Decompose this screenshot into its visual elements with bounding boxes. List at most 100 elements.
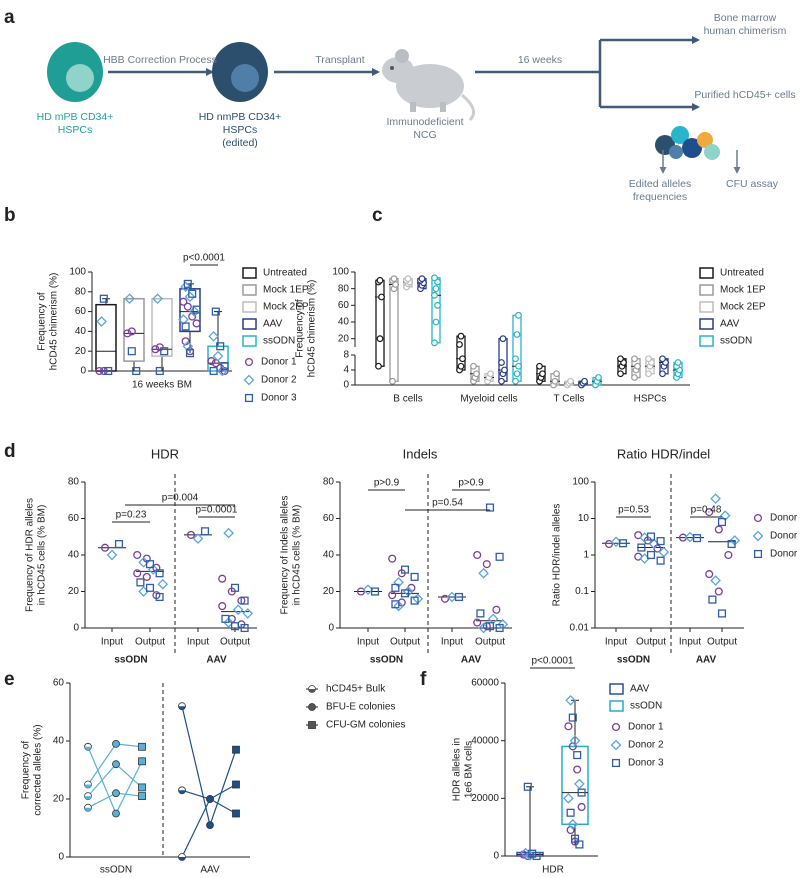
group-label: AAV xyxy=(200,865,220,876)
legend-label: AAV xyxy=(720,319,740,330)
data-point xyxy=(482,560,491,569)
legend-label: Donor 3 xyxy=(770,549,800,560)
data-point xyxy=(705,508,714,517)
data-point xyxy=(112,760,120,769)
data-point xyxy=(656,537,665,546)
data-point xyxy=(124,293,135,305)
data-point xyxy=(499,335,507,343)
annotation: p<0.0001 xyxy=(532,656,574,667)
data-point xyxy=(476,609,485,618)
data-point xyxy=(240,596,249,605)
box xyxy=(95,303,117,372)
y-tick-label: 0 xyxy=(328,623,334,634)
data-point xyxy=(523,782,532,791)
y-tick-label: 8 xyxy=(343,350,349,361)
legend-label: hCD45+ Bulk xyxy=(326,684,386,695)
data-point xyxy=(404,275,412,283)
legend-marker xyxy=(611,722,621,732)
y-tick-label: 60 xyxy=(338,300,350,311)
data-point xyxy=(232,745,240,754)
data-point xyxy=(610,536,622,548)
x-tick-label: Input xyxy=(605,637,627,648)
data-point xyxy=(112,809,120,818)
step-label: HBB Correction Process xyxy=(103,54,217,66)
x-tick-label: HSPCs xyxy=(634,394,667,405)
y-tick-label: 0.1 xyxy=(575,586,589,597)
data-point xyxy=(470,362,477,370)
legend-swatch xyxy=(242,335,257,347)
half-fill xyxy=(84,796,92,800)
x-tick-label: HDR xyxy=(542,865,564,876)
data-point xyxy=(207,357,216,366)
data-point xyxy=(138,742,146,751)
data-point xyxy=(566,808,575,817)
y-tick-label: 0 xyxy=(58,852,64,863)
data-point xyxy=(581,377,588,385)
y-tick-label: 40 xyxy=(68,550,80,561)
data-point xyxy=(434,301,441,309)
data-point xyxy=(604,539,614,549)
data-point xyxy=(705,570,714,579)
step-label: 16 weeks xyxy=(518,54,562,66)
data-point xyxy=(456,341,463,348)
cell-cluster xyxy=(655,126,720,160)
y-tick-label: 20 xyxy=(323,586,335,597)
annotation: p=0.23 xyxy=(116,510,147,521)
data-point xyxy=(431,291,438,299)
data-point xyxy=(631,355,638,363)
data-point xyxy=(232,780,240,789)
y-tick-label: 0.01 xyxy=(570,623,590,634)
legend-marker xyxy=(243,374,255,386)
data-point xyxy=(186,530,196,539)
data-point xyxy=(646,532,656,541)
data-point xyxy=(378,293,385,301)
data-point xyxy=(575,840,584,849)
data-point xyxy=(183,302,192,311)
data-point xyxy=(376,335,384,343)
half-fill xyxy=(308,689,316,693)
readout-label: Edited alleles xyxy=(629,178,691,190)
data-point xyxy=(192,319,201,328)
data-point xyxy=(692,534,702,543)
data-point xyxy=(574,778,585,790)
data-point xyxy=(617,355,624,363)
half-fill xyxy=(84,807,92,812)
data-point xyxy=(684,531,696,543)
data-point xyxy=(637,543,646,552)
y-tick-label: 60000 xyxy=(471,678,499,689)
data-point xyxy=(645,355,652,363)
y-axis-label: hCD45 chimerism (%) xyxy=(49,273,60,371)
data-point xyxy=(457,362,465,370)
x-tick-label: 16 weeks BM xyxy=(132,380,192,391)
y-tick-label: 0 xyxy=(343,380,349,391)
data-point xyxy=(659,355,666,363)
pair-line xyxy=(181,706,237,828)
data-point xyxy=(362,584,374,595)
data-point xyxy=(532,851,541,861)
data-point xyxy=(724,550,733,560)
annotation: p=0.53 xyxy=(618,505,649,516)
legend-marker xyxy=(752,530,764,542)
annotation: p=0.004 xyxy=(162,493,199,504)
data-point xyxy=(232,809,240,818)
legend-label: Untreated xyxy=(263,268,307,279)
y-tick-label: 60 xyxy=(53,678,65,689)
data-point xyxy=(659,370,666,378)
y-axis-label: Frequency of Indels alleles xyxy=(280,496,291,615)
data-point xyxy=(512,377,519,385)
readout-label: Purified hCD45+ cells xyxy=(694,89,795,101)
y-axis-label: Frequency of xyxy=(37,292,48,351)
data-point xyxy=(565,694,576,706)
data-point xyxy=(388,554,397,563)
data-point xyxy=(182,340,194,352)
chart-title: HDR xyxy=(151,446,179,461)
data-point xyxy=(528,849,537,858)
legend-label: Donor 2 xyxy=(261,375,297,386)
half-fill xyxy=(84,746,92,751)
step-label: Transplant xyxy=(315,54,364,66)
data-point xyxy=(376,276,384,284)
y-tick-label: 100 xyxy=(69,267,86,278)
data-point xyxy=(100,543,110,552)
legend-marker xyxy=(753,549,763,559)
data-point xyxy=(389,377,396,385)
